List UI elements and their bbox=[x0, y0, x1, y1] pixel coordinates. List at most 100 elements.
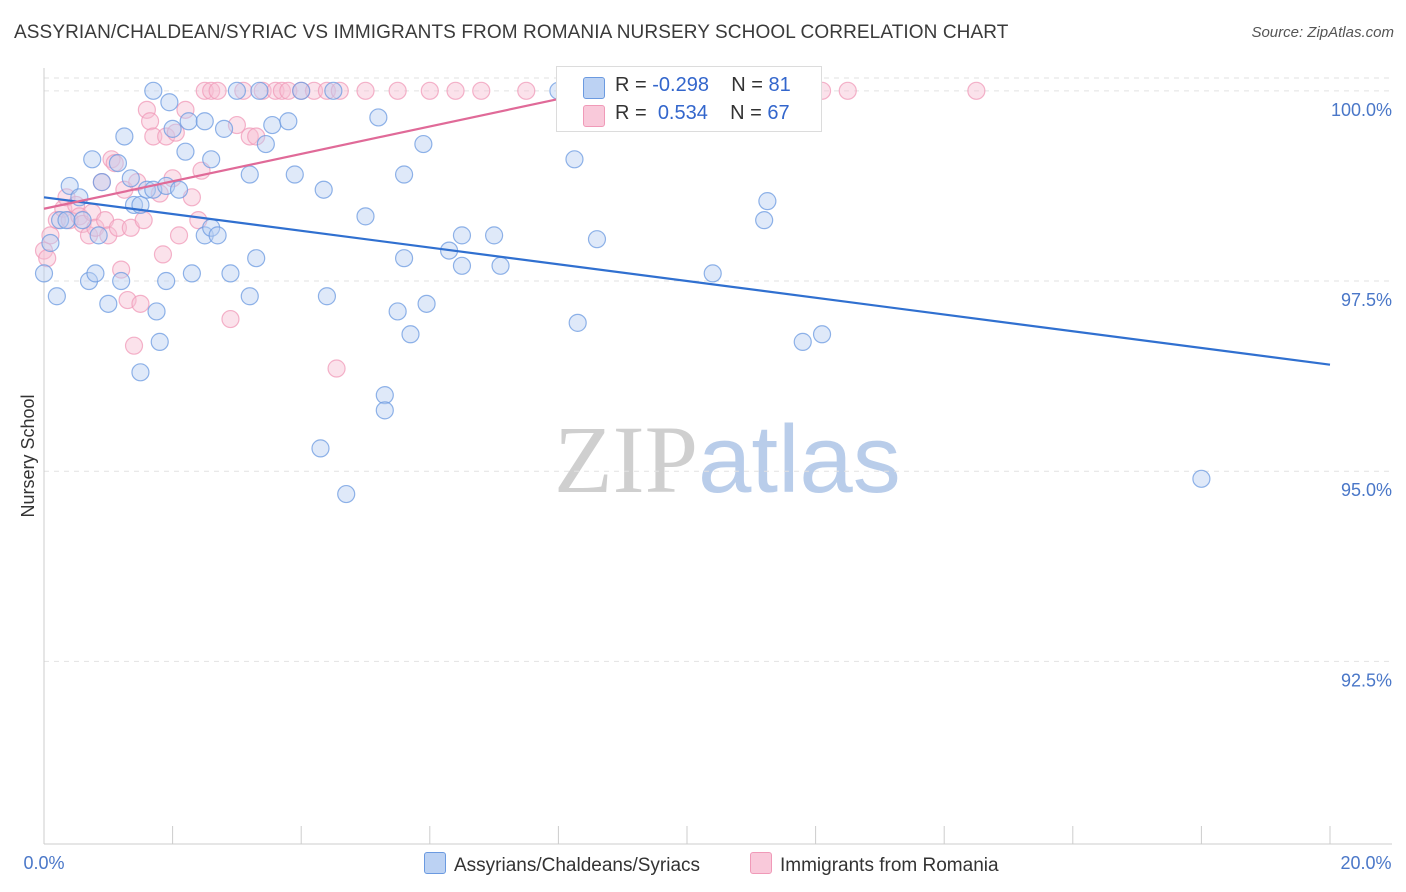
point-assyrian bbox=[57, 211, 76, 230]
point-assyrian bbox=[812, 325, 832, 344]
point-romania bbox=[157, 127, 176, 146]
x-tick-label: 0.0% bbox=[23, 853, 64, 873]
bottom-legend-label: Immigrants from Romania bbox=[780, 855, 999, 876]
point-romania bbox=[124, 336, 144, 355]
point-assyrian bbox=[247, 249, 266, 268]
legend-n-label: N = bbox=[731, 74, 763, 96]
point-assyrian bbox=[703, 264, 722, 283]
point-romania bbox=[202, 81, 221, 100]
legend-r-label: R = bbox=[615, 102, 647, 124]
point-assyrian bbox=[214, 119, 234, 138]
point-assyrian bbox=[388, 302, 407, 321]
point-romania bbox=[304, 81, 324, 100]
bottom-legend-assyrian: Assyrians/Chaldeans/Syriacs bbox=[424, 852, 700, 877]
point-assyrian bbox=[160, 93, 179, 112]
point-romania bbox=[330, 81, 349, 100]
point-romania bbox=[247, 127, 266, 146]
point-assyrian bbox=[92, 173, 111, 192]
legend-n-value: 67 bbox=[767, 102, 790, 124]
point-romania bbox=[41, 226, 60, 245]
point-assyrian bbox=[314, 180, 333, 199]
point-assyrian bbox=[401, 325, 420, 344]
point-assyrian bbox=[452, 256, 472, 275]
point-romania bbox=[169, 226, 189, 245]
point-assyrian bbox=[50, 211, 70, 230]
y-tick-label: 95.0% bbox=[1341, 480, 1392, 500]
point-romania bbox=[967, 81, 986, 100]
legend-swatch-pink bbox=[583, 105, 605, 127]
point-romania bbox=[279, 81, 298, 100]
point-assyrian bbox=[279, 112, 298, 131]
point-assyrian bbox=[793, 332, 812, 351]
point-assyrian bbox=[417, 294, 436, 313]
point-assyrian bbox=[263, 115, 282, 135]
point-assyrian bbox=[179, 112, 198, 131]
point-assyrian bbox=[311, 439, 330, 458]
legend-r-value: -0.298 bbox=[652, 74, 709, 96]
point-romania bbox=[134, 211, 153, 230]
point-romania bbox=[221, 309, 240, 329]
point-romania bbox=[240, 127, 259, 146]
legend-r-label: R = bbox=[615, 74, 647, 96]
point-assyrian bbox=[755, 211, 774, 230]
point-assyrian bbox=[394, 165, 414, 184]
axes bbox=[43, 68, 1392, 845]
point-assyrian bbox=[256, 134, 275, 154]
y-tick-label: 97.5% bbox=[1341, 290, 1392, 310]
point-assyrian bbox=[208, 226, 227, 245]
point-assyrian bbox=[169, 180, 189, 199]
point-assyrian bbox=[292, 81, 311, 100]
bottom-legend-romania: Immigrants from Romania bbox=[750, 852, 999, 877]
point-assyrian bbox=[452, 226, 472, 245]
point-romania bbox=[838, 81, 857, 100]
point-assyrian bbox=[227, 81, 246, 100]
point-assyrian bbox=[108, 153, 128, 173]
legend-r-value: 0.534 bbox=[657, 102, 708, 124]
legend-n-value: 81 bbox=[768, 74, 791, 96]
point-assyrian bbox=[195, 112, 214, 131]
point-romania bbox=[137, 100, 156, 119]
point-romania bbox=[266, 81, 285, 100]
watermark-zip: ZIP bbox=[554, 406, 698, 513]
chart-title: ASSYRIAN/CHALDEAN/SYRIAC VS IMMIGRANTS F… bbox=[14, 22, 1009, 43]
point-assyrian bbox=[144, 81, 163, 100]
point-romania bbox=[79, 226, 99, 245]
point-romania bbox=[446, 81, 465, 100]
trend-line-romania bbox=[43, 89, 598, 210]
point-assyrian bbox=[99, 294, 118, 313]
point-romania bbox=[420, 81, 439, 100]
point-romania bbox=[195, 81, 214, 100]
watermark-atlas: atlas bbox=[698, 406, 901, 513]
watermark: ZIPatlas bbox=[554, 404, 901, 515]
point-romania bbox=[472, 81, 491, 100]
legend-swatch-blue bbox=[583, 77, 605, 99]
point-assyrian bbox=[375, 386, 394, 405]
point-romania bbox=[517, 81, 536, 100]
point-assyrian bbox=[394, 249, 414, 268]
point-assyrian bbox=[150, 332, 169, 351]
point-assyrian bbox=[47, 287, 66, 306]
point-romania bbox=[140, 112, 160, 131]
point-assyrian bbox=[317, 287, 337, 306]
point-assyrian bbox=[115, 127, 134, 146]
point-assyrian bbox=[491, 256, 510, 275]
point-assyrian bbox=[121, 169, 140, 188]
point-assyrian bbox=[147, 302, 166, 321]
point-assyrian bbox=[565, 150, 584, 169]
point-romania bbox=[208, 81, 227, 100]
point-romania bbox=[153, 245, 173, 264]
point-assyrian bbox=[568, 313, 587, 332]
point-assyrian bbox=[86, 264, 105, 283]
point-romania bbox=[272, 81, 292, 100]
point-assyrian bbox=[34, 264, 54, 283]
point-assyrian bbox=[369, 108, 388, 127]
point-assyrian bbox=[375, 401, 394, 420]
point-assyrian bbox=[324, 81, 343, 100]
point-assyrian bbox=[414, 134, 433, 154]
axis-labels: 92.5% 95.0% 97.5% 100.0% 0.0% 20.0% Nursery Sc… bbox=[18, 100, 1392, 873]
point-romania bbox=[327, 359, 346, 378]
bottom-legend-swatch-blue bbox=[424, 852, 446, 874]
point-assyrian bbox=[240, 165, 259, 184]
point-assyrian bbox=[1192, 469, 1211, 488]
